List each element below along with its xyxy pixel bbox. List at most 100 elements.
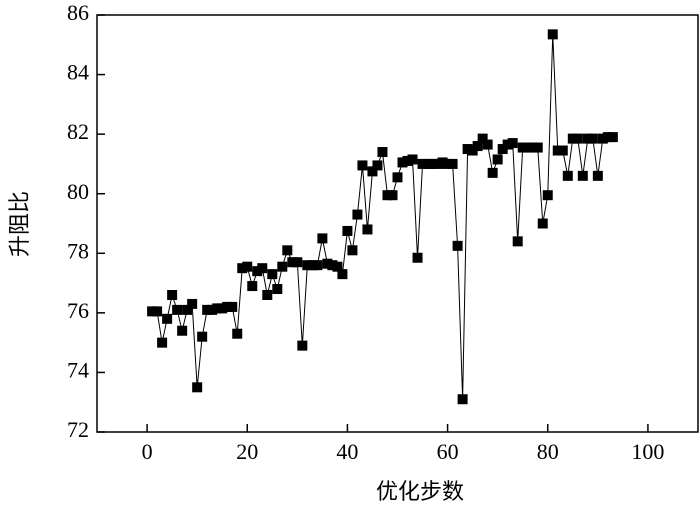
data-point [242, 261, 253, 272]
data-point [407, 154, 418, 165]
data-point [587, 133, 598, 144]
data-point [572, 133, 583, 144]
data-point [282, 245, 293, 256]
data-point [317, 233, 328, 244]
data-point [372, 160, 383, 171]
data-point [332, 261, 343, 272]
data-point [397, 157, 408, 168]
data-point [192, 382, 203, 393]
data-point [262, 289, 273, 300]
data-point [577, 170, 588, 181]
x-axis-label: 优化步数 [376, 479, 464, 504]
data-point [157, 337, 168, 348]
data-point [202, 304, 213, 315]
data-point [357, 160, 368, 171]
data-point [252, 266, 263, 277]
data-point [487, 167, 498, 178]
y-tick-label: 84 [67, 60, 89, 85]
data-point [552, 145, 563, 156]
data-point [337, 269, 348, 280]
x-tick-label: 100 [631, 439, 664, 464]
data-point [307, 260, 318, 271]
data-point [502, 139, 513, 150]
data-point [562, 170, 573, 181]
data-point [217, 303, 228, 314]
data-point [567, 133, 578, 144]
data-point [297, 340, 308, 351]
data-point [167, 289, 178, 300]
data-point [327, 260, 338, 271]
data-point [452, 240, 463, 251]
data-point [277, 261, 288, 272]
data-point [387, 190, 398, 201]
y-tick-label: 78 [67, 238, 89, 263]
x-tick-label: 60 [437, 439, 459, 464]
data-point [427, 158, 438, 169]
data-point [162, 313, 173, 324]
data-point [442, 158, 453, 169]
data-point [437, 157, 448, 168]
data-point [462, 144, 473, 155]
data-point [592, 170, 603, 181]
y-tick-label: 82 [67, 119, 89, 144]
data-point [382, 190, 393, 201]
series-line [152, 34, 613, 400]
data-point [147, 306, 158, 317]
data-point [507, 138, 518, 149]
y-tick-label: 86 [67, 0, 89, 25]
data-point [477, 133, 488, 144]
data-point [177, 325, 188, 336]
data-point [542, 190, 553, 201]
data-point [207, 304, 218, 315]
data-point [557, 145, 568, 156]
data-point [187, 298, 198, 309]
data-point [447, 158, 458, 169]
data-point [267, 269, 278, 280]
data-point [392, 172, 403, 183]
plot-frame [96, 14, 699, 433]
data-point [247, 281, 258, 292]
data-point [182, 304, 193, 315]
data-point [322, 258, 333, 269]
data-point [512, 236, 523, 247]
data-point [417, 158, 428, 169]
data-point [342, 225, 353, 236]
data-point [222, 301, 233, 312]
data-point [457, 394, 468, 405]
x-tick-label: 40 [336, 439, 358, 464]
data-point [537, 218, 548, 229]
data-point [527, 142, 538, 153]
y-axis-label: 升阻比 [7, 191, 32, 257]
data-point [492, 154, 503, 165]
x-tick-label: 0 [142, 439, 153, 464]
data-point [172, 304, 183, 315]
data-point [197, 331, 208, 342]
data-point [287, 257, 298, 268]
data-point [312, 260, 323, 271]
y-tick-label: 80 [67, 179, 89, 204]
data-point [362, 224, 373, 235]
data-point [232, 328, 243, 339]
data-point [152, 306, 163, 317]
data-point [402, 155, 413, 166]
data-point [497, 144, 508, 155]
y-tick-label: 72 [67, 417, 89, 442]
data-point [302, 260, 313, 271]
x-tick-label: 20 [236, 439, 258, 464]
data-point [367, 166, 378, 177]
data-point [607, 132, 618, 143]
data-point [422, 158, 433, 169]
data-point [522, 142, 533, 153]
data-point [377, 147, 388, 158]
data-point [292, 257, 303, 268]
data-point [237, 263, 248, 274]
y-tick-label: 74 [67, 357, 89, 382]
y-tick-label: 76 [67, 298, 89, 323]
data-point [602, 132, 613, 143]
data-point [517, 142, 528, 153]
data-point [347, 245, 358, 256]
data-point [227, 301, 238, 312]
x-tick-label: 80 [537, 439, 559, 464]
data-point [472, 141, 483, 152]
